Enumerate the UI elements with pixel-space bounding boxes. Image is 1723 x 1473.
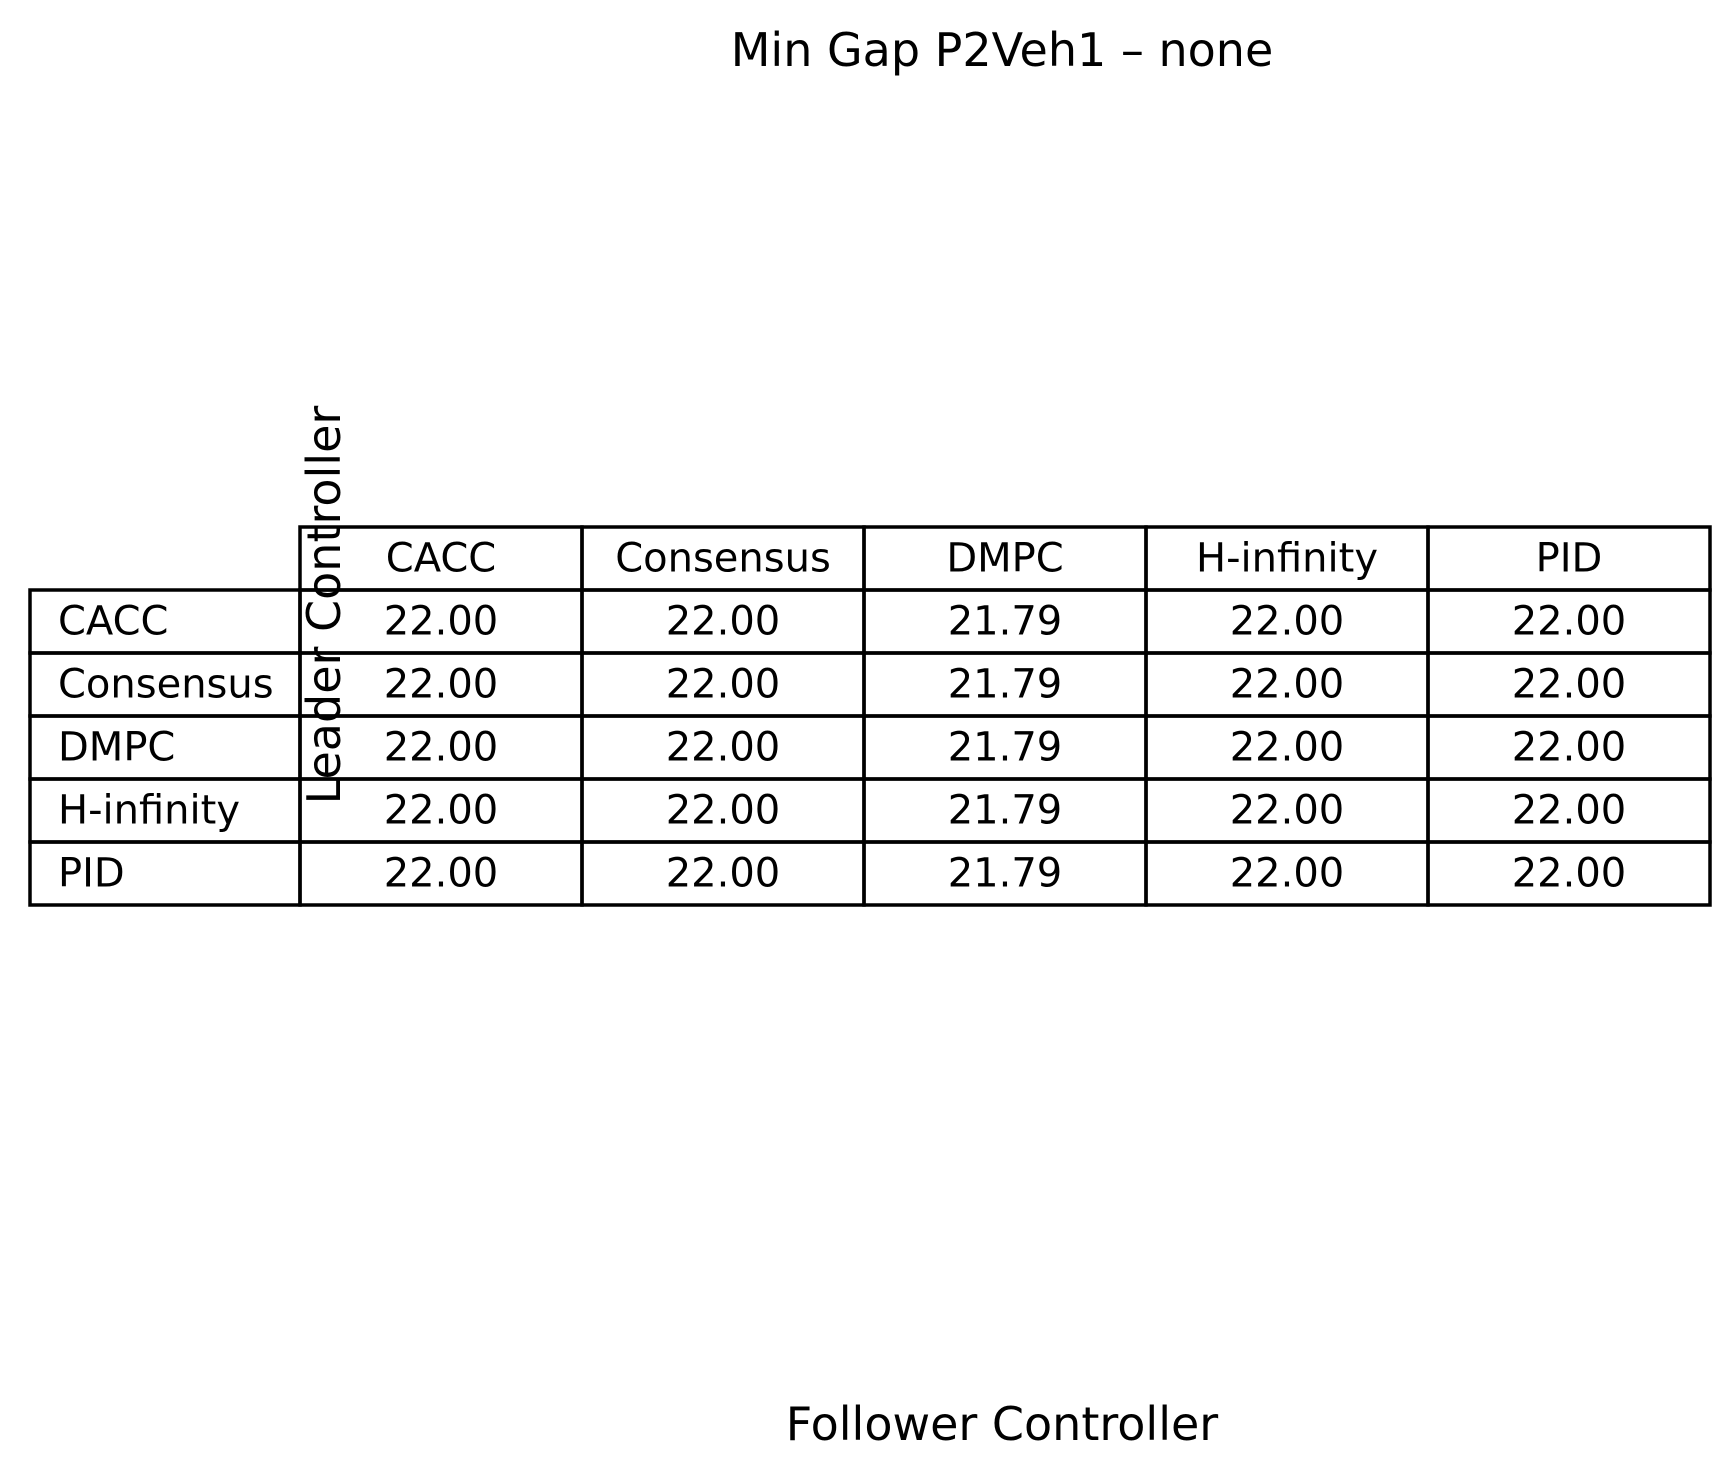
cell-value: 22.00 (666, 599, 781, 645)
column-header-label: H-infinity (1196, 536, 1378, 582)
cell-value: 21.79 (948, 725, 1063, 771)
table-cell (1426, 840, 1712, 907)
row-header-label: CACC (58, 599, 168, 645)
cell-value: 22.00 (384, 599, 499, 645)
cell-value: 22.00 (1512, 599, 1627, 645)
cell-value: 22.00 (1230, 788, 1345, 834)
cell-value: 22.00 (666, 662, 781, 708)
x-axis-label: Follower Controller (786, 1397, 1218, 1451)
cell-value: 21.79 (948, 788, 1063, 834)
cell-value: 22.00 (1512, 788, 1627, 834)
cell-value: 21.79 (948, 851, 1063, 897)
cell-value: 22.00 (1230, 851, 1345, 897)
column-header-label: PID (1536, 536, 1603, 582)
cell-value: 22.00 (1230, 662, 1345, 708)
cell-value: 22.00 (1230, 725, 1345, 771)
cell-value: 22.00 (384, 788, 499, 834)
row-header-label: H-infinity (58, 788, 240, 834)
results-table: CACC Consensus DMPC H-infinity PID CACC 22.00 2… (28, 525, 1712, 907)
y-axis-label: Leader Controller (297, 406, 351, 805)
row-header-label: Consensus (58, 662, 274, 708)
column-header-label: Consensus (615, 536, 831, 582)
column-header-label: CACC (386, 536, 496, 582)
cell-value: 22.00 (666, 788, 781, 834)
cell-value: 21.79 (948, 599, 1063, 645)
cell-value: 22.00 (1512, 725, 1627, 771)
chart-title: Min Gap P2Veh1 – none (731, 23, 1274, 77)
cell-value: 22.00 (384, 662, 499, 708)
cell-value: 22.00 (1230, 599, 1345, 645)
cell-value: 22.00 (1512, 662, 1627, 708)
cell-value: 22.00 (1512, 851, 1627, 897)
cell-value: 21.79 (948, 662, 1063, 708)
cell-value: 22.00 (384, 851, 499, 897)
cell-value: 22.00 (384, 725, 499, 771)
column-header-label: DMPC (946, 536, 1063, 582)
cell-value: 22.00 (666, 851, 781, 897)
row-header-label: DMPC (58, 725, 175, 771)
cell-value: 22.00 (666, 725, 781, 771)
row-header-label: PID (58, 851, 125, 897)
